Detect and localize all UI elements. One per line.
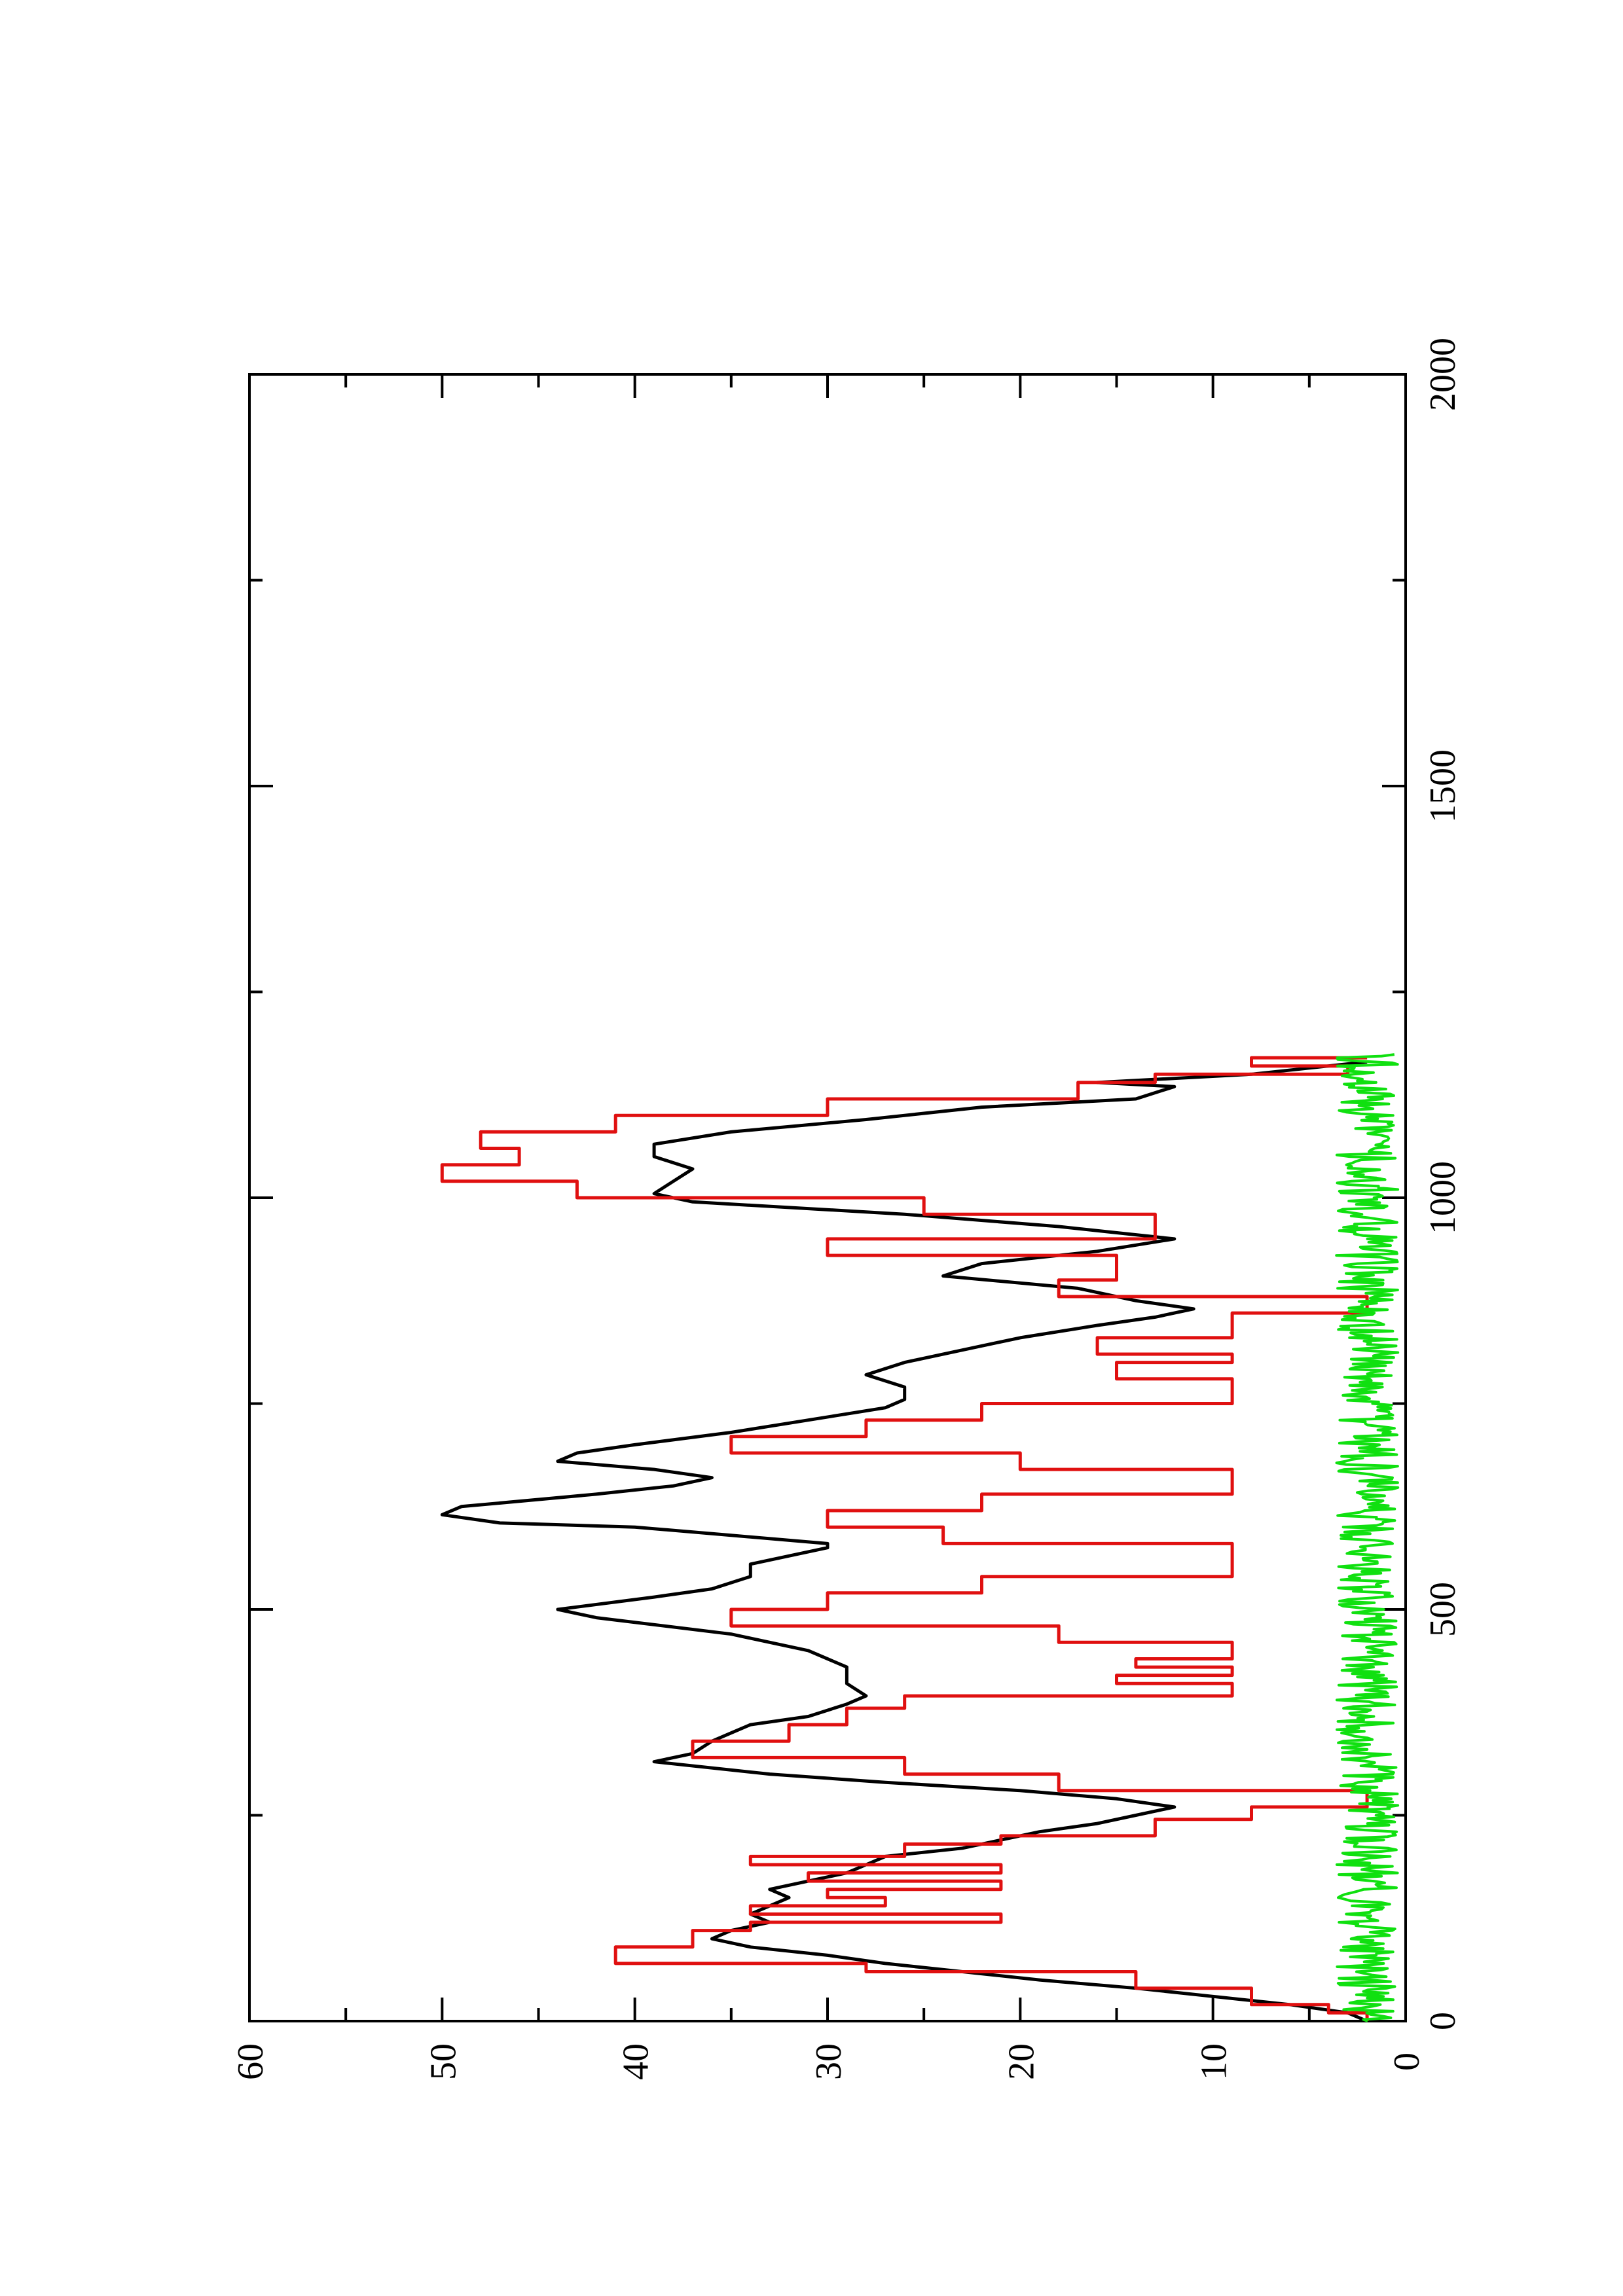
y-tick-label: 60 [230, 2043, 271, 2080]
axis-ticks [248, 373, 1407, 2022]
y-tick-label: 0 [1387, 2053, 1427, 2071]
x-tick-label: 500 [1423, 1582, 1463, 1637]
series-line-3 [1335, 1053, 1400, 2022]
x-tick-label: 2000 [1423, 338, 1463, 411]
y-tick-label: 40 [616, 2043, 657, 2080]
y-tick-label: 20 [1001, 2043, 1042, 2080]
x-tick-label: 0 [1423, 2012, 1463, 2030]
series-line-1 [440, 1060, 1368, 2023]
tick-labels: 0 500 1000 1500 2000 0 10 20 30 40 50 60 [230, 338, 1463, 2080]
x-tick-label: 1500 [1423, 749, 1463, 823]
y-tick-label: 10 [1194, 2043, 1235, 2080]
x-tick-label: 1000 [1423, 1161, 1463, 1234]
y-tick-label: 30 [809, 2043, 849, 2080]
y-tick-label: 50 [423, 2043, 464, 2080]
series-layer [440, 1053, 1400, 2023]
series-line-2 [440, 1056, 1369, 2021]
